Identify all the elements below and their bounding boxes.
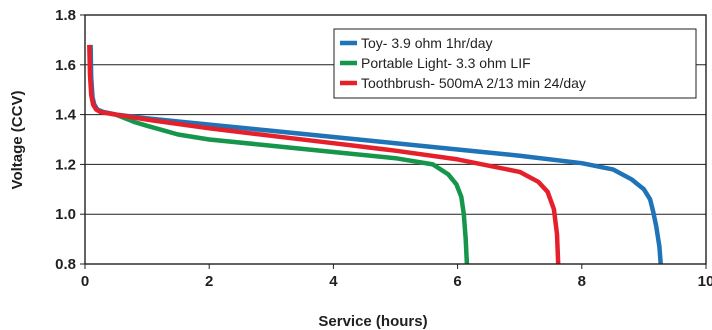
legend: Toy- 3.9 ohm 1hr/day Portable Light- 3.3 … bbox=[333, 28, 697, 99]
y-tick-label: 1.8 bbox=[55, 7, 76, 24]
series-line-1 bbox=[103, 109, 470, 265]
series-line-2 bbox=[87, 44, 561, 265]
legend-items: Toy- 3.9 ohm 1hr/day Portable Light- 3.3 … bbox=[340, 35, 586, 91]
x-tick-label: 6 bbox=[453, 273, 461, 290]
x-tick-label: 4 bbox=[329, 273, 338, 290]
series-layer bbox=[87, 44, 663, 265]
plot-frame bbox=[84, 14, 707, 265]
y-tick-label: 1.0 bbox=[55, 206, 76, 223]
legend-label-2: Toothbrush- 500mA 2/13 min 24/day bbox=[361, 75, 586, 91]
y-axis: 0.8 1.0 1.2 1.4 1.6 1.8 bbox=[55, 7, 85, 273]
x-axis: 0 2 4 6 8 10 bbox=[81, 264, 712, 290]
y-axis-title: Voltage (CCV) bbox=[9, 91, 26, 190]
x-tick-label: 2 bbox=[205, 273, 213, 290]
y-tick-label: 1.4 bbox=[55, 107, 77, 124]
legend-label-1: Portable Light- 3.3 ohm LIF bbox=[361, 55, 531, 71]
y-tick-label: 1.6 bbox=[55, 57, 76, 74]
x-axis-title: Service (hours) bbox=[318, 313, 427, 330]
legend-box bbox=[333, 28, 697, 99]
y-tick-label: 0.8 bbox=[55, 256, 76, 273]
x-tick-label: 10 bbox=[698, 273, 712, 290]
legend-label-0: Toy- 3.9 ohm 1hr/day bbox=[361, 35, 493, 51]
x-tick-label: 8 bbox=[578, 273, 586, 290]
y-tick-label: 1.2 bbox=[55, 156, 76, 173]
x-tick-label: 0 bbox=[81, 273, 89, 290]
